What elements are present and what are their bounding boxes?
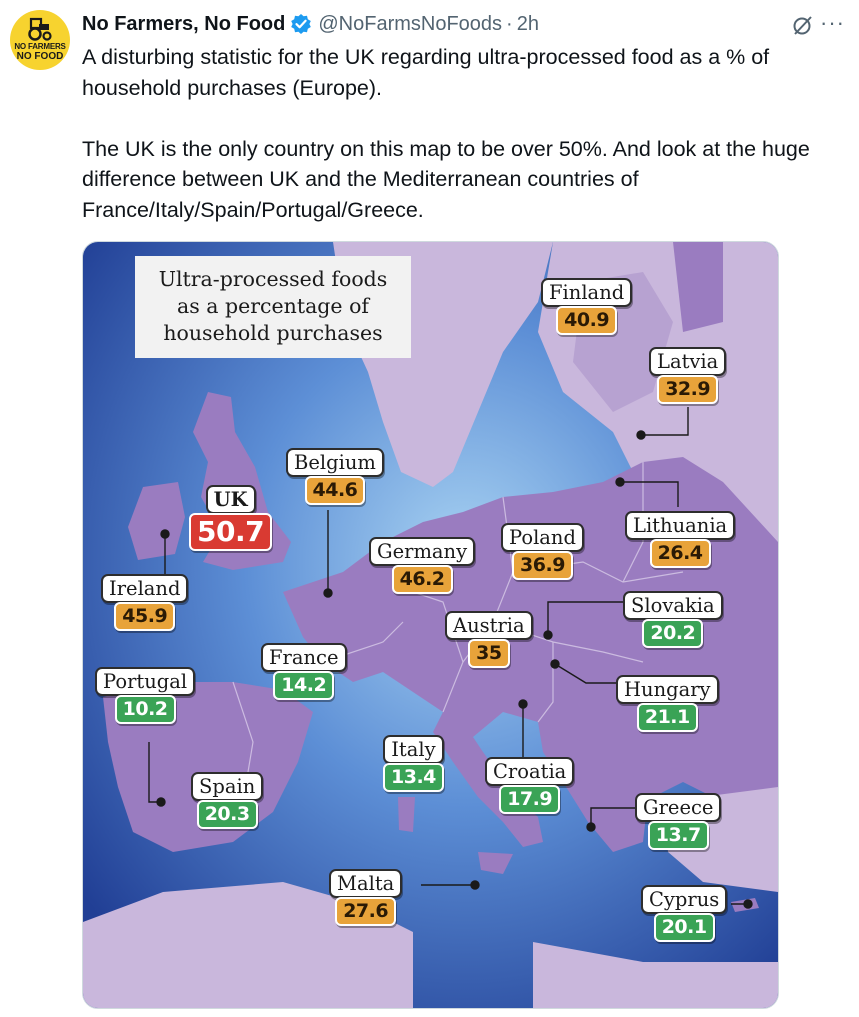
country-value: 14.2 — [273, 671, 335, 700]
country-name: Greece — [635, 793, 722, 822]
country-value: 10.2 — [114, 695, 176, 724]
country-value: 32.9 — [657, 375, 719, 404]
country-value: 40.9 — [556, 306, 618, 335]
map-title-line: Ultra-processed foods — [158, 267, 388, 291]
country-name: Finland — [541, 278, 633, 307]
country-value: 35 — [468, 639, 510, 668]
country-label-portugal: Portugal 10.2 — [95, 667, 196, 724]
display-name[interactable]: No Farmers, No Food — [82, 12, 286, 35]
map-title-line: as a percentage of — [176, 294, 370, 318]
country-value: 17.9 — [499, 785, 561, 814]
country-name: Belgium — [286, 448, 384, 477]
country-label-lithuania: Lithuania 26.4 — [625, 511, 736, 568]
country-value: 20.2 — [642, 619, 704, 648]
avatar-text-top: NO FARMERS — [14, 42, 66, 51]
country-label-malta: Malta 27.6 — [329, 869, 403, 926]
tractor-icon — [28, 17, 52, 41]
grok-icon[interactable] — [792, 14, 814, 36]
country-label-finland: Finland 40.9 — [541, 278, 633, 335]
country-label-italy: Italy 13.4 — [383, 735, 444, 792]
country-label-hungary: Hungary 21.1 — [616, 675, 719, 732]
country-name: Croatia — [485, 757, 575, 786]
country-label-austria: Austria 35 — [445, 611, 533, 668]
country-name: Slovakia — [623, 591, 723, 620]
avatar-text-bottom: NO FOOD — [16, 51, 64, 62]
country-name: Austria — [445, 611, 533, 640]
country-label-ireland: Ireland 45.9 — [101, 574, 189, 631]
country-name: Hungary — [616, 675, 719, 704]
country-name: Portugal — [95, 667, 196, 696]
country-label-croatia: Croatia 17.9 — [485, 757, 575, 814]
verified-badge-icon — [290, 13, 312, 35]
country-value: 20.1 — [653, 913, 715, 942]
country-label-poland: Poland 36.9 — [501, 523, 584, 580]
country-label-france: France 14.2 — [261, 643, 347, 700]
country-value: 27.6 — [335, 897, 397, 926]
country-name: UK — [205, 485, 256, 514]
country-value: 50.7 — [189, 513, 273, 551]
country-name: Ireland — [101, 574, 189, 603]
country-value: 26.4 — [649, 539, 711, 568]
more-options-icon[interactable]: ··· — [820, 10, 845, 35]
country-label-slovakia: Slovakia 20.2 — [623, 591, 723, 648]
country-label-spain: Spain 20.3 — [191, 772, 264, 829]
post-header: No Farmers, No Food @NoFarmsNoFoods · 2h — [82, 11, 539, 37]
country-name: Malta — [329, 869, 403, 898]
country-value: 46.2 — [391, 565, 453, 594]
map-title-box: Ultra-processed foods as a percentage of… — [135, 256, 411, 358]
country-value: 45.9 — [114, 602, 176, 631]
country-label-cyprus: Cyprus 20.1 — [641, 885, 728, 942]
timestamp[interactable]: 2h — [516, 12, 539, 35]
country-value: 13.7 — [647, 821, 709, 850]
country-name: Germany — [369, 537, 476, 566]
country-value: 20.3 — [196, 800, 258, 829]
country-label-belgium: Belgium 44.6 — [286, 448, 384, 505]
country-value: 21.1 — [636, 703, 698, 732]
country-name: France — [261, 643, 347, 672]
country-value: 44.6 — [304, 476, 366, 505]
avatar[interactable]: NO FARMERS NO FOOD — [10, 10, 70, 70]
country-name: Poland — [501, 523, 584, 552]
post-text: A disturbing statistic for the UK regard… — [82, 45, 810, 222]
country-label-greece: Greece 13.7 — [635, 793, 722, 850]
country-value: 36.9 — [512, 551, 573, 580]
separator-dot: · — [506, 12, 513, 35]
country-name: Spain — [191, 772, 264, 801]
handle[interactable]: @NoFarmsNoFoods — [318, 12, 503, 35]
map-image[interactable]: Ultra-processed foods as a percentage of… — [82, 241, 779, 1009]
country-label-uk: UK 50.7 — [189, 485, 273, 551]
country-name: Latvia — [649, 347, 727, 376]
country-name: Cyprus — [641, 885, 728, 914]
country-label-germany: Germany 46.2 — [369, 537, 476, 594]
country-name: Lithuania — [625, 511, 736, 540]
country-value: 13.4 — [383, 763, 444, 792]
map-title-line: household purchases — [163, 321, 383, 345]
country-label-latvia: Latvia 32.9 — [649, 347, 727, 404]
country-name: Italy — [383, 735, 444, 764]
